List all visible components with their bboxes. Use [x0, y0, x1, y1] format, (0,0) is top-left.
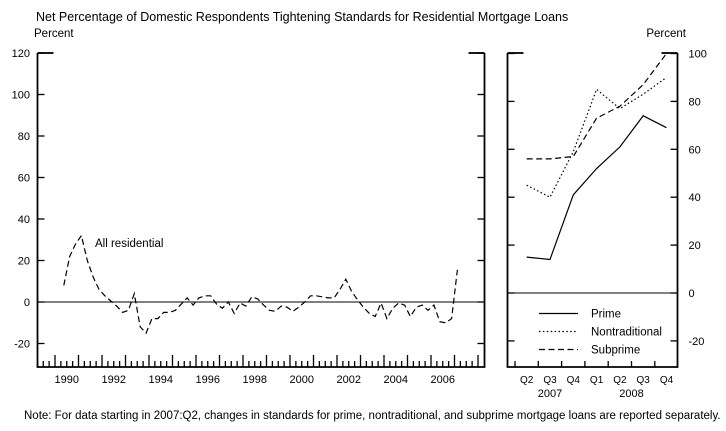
y-tick-label: 20	[689, 240, 701, 252]
series-annotation: All residential	[95, 238, 163, 250]
y-tick-label: 100	[689, 49, 707, 61]
y-tick-label: 80	[18, 131, 30, 143]
x-year-label: 2006	[431, 374, 455, 386]
x-year-label: 2008	[619, 388, 643, 400]
y-tick-label: -20	[14, 339, 30, 351]
x-year-label: 1994	[149, 374, 173, 386]
x-year-label: 1992	[102, 374, 126, 386]
x-quarter-label: Q4	[660, 375, 674, 386]
x-quarter-label: Q3	[543, 375, 557, 386]
series-all-residential	[63, 234, 458, 335]
legend-label: Nontraditional	[591, 327, 662, 339]
y-tick-label: -20	[689, 336, 705, 348]
x-year-label: 2000	[290, 374, 314, 386]
y-tick-label: 60	[18, 173, 30, 185]
y-tick-label: 80	[689, 96, 701, 108]
x-year-label: 2007	[538, 388, 562, 400]
x-quarter-label: Q2	[520, 375, 534, 386]
legend-label: Prime	[591, 309, 621, 321]
x-year-label: 1990	[55, 374, 79, 386]
series-nontraditional	[526, 76, 667, 199]
x-quarter-label: Q1	[590, 375, 604, 386]
y-tick-label: 0	[689, 288, 695, 300]
x-year-label: 2002	[337, 374, 361, 386]
footnote: Note: For data starting in 2007:Q2, chan…	[24, 410, 721, 422]
y-tick-label: 120	[12, 48, 30, 60]
y-tick-label: 20	[18, 256, 30, 268]
y-tick-label: 40	[689, 192, 701, 204]
series-prime	[526, 115, 667, 261]
x-year-label: 1998	[243, 374, 267, 386]
x-year-label: 1996	[196, 374, 220, 386]
series-subprime	[526, 53, 667, 160]
y-tick-label: 100	[12, 90, 30, 102]
x-quarter-label: Q3	[637, 375, 651, 386]
x-quarter-label: Q2	[613, 375, 627, 386]
chart-title: Net Percentage of Domestic Respondents T…	[36, 10, 569, 24]
right-axis-unit-label: Percent	[646, 28, 686, 40]
y-tick-label: 0	[24, 297, 30, 309]
left-axis-unit-label: Percent	[34, 28, 74, 40]
y-tick-label: 60	[689, 144, 701, 156]
legend-label: Subprime	[591, 345, 640, 357]
x-quarter-label: Q4	[567, 375, 581, 386]
y-tick-label: 40	[18, 214, 30, 226]
x-year-label: 2004	[384, 374, 408, 386]
right-panel: 100 80 60 40 20 0 -20 Q2 Q3 Q4 Q1 Q2 Q3 Q4 2007 2008 Pri…	[506, 49, 707, 400]
left-panel: 120 100 80 60 40 20 0 -20 1990 1992 1994 1996 1998 20…	[12, 48, 486, 386]
legend: Prime Nontraditional Subprime	[539, 309, 662, 357]
